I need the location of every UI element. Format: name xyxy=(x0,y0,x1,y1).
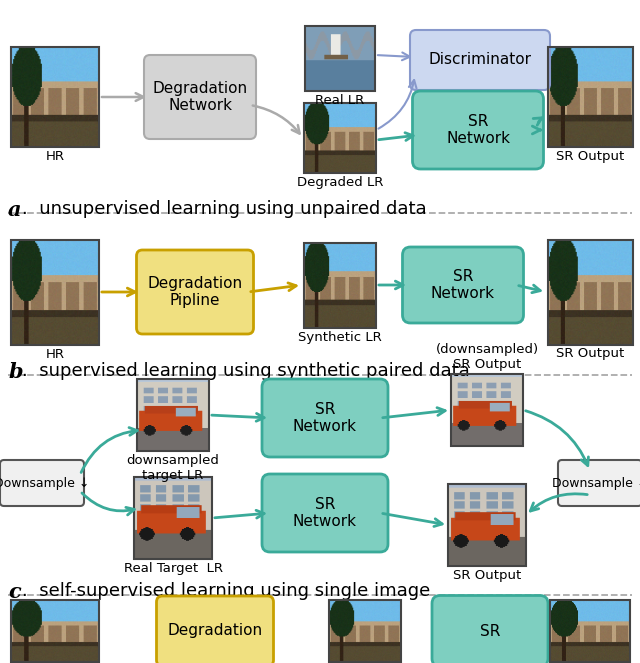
FancyArrowPatch shape xyxy=(383,513,442,526)
Bar xyxy=(304,243,376,328)
FancyBboxPatch shape xyxy=(262,379,388,457)
FancyBboxPatch shape xyxy=(157,596,273,663)
FancyBboxPatch shape xyxy=(413,91,543,169)
Text: Discriminator: Discriminator xyxy=(429,52,531,68)
Text: Degradation
Network: Degradation Network xyxy=(152,81,248,113)
Text: c: c xyxy=(8,582,20,602)
FancyArrowPatch shape xyxy=(212,414,264,421)
FancyArrowPatch shape xyxy=(102,93,143,101)
Bar xyxy=(547,47,632,147)
Text: Degradation
Pipline: Degradation Pipline xyxy=(147,276,243,308)
FancyArrowPatch shape xyxy=(379,133,413,141)
FancyArrowPatch shape xyxy=(383,408,445,418)
Text: SR Output: SR Output xyxy=(453,569,521,582)
Text: SR
Network: SR Network xyxy=(293,402,357,434)
Text: .  supervised learning using synthetic paired data: . supervised learning using synthetic pa… xyxy=(22,362,470,380)
Text: SR Output: SR Output xyxy=(556,150,624,163)
FancyArrowPatch shape xyxy=(102,288,135,296)
FancyBboxPatch shape xyxy=(403,247,524,323)
FancyArrowPatch shape xyxy=(251,283,296,292)
Text: SR
Network: SR Network xyxy=(293,497,357,529)
Bar xyxy=(304,103,376,173)
Bar xyxy=(137,379,209,451)
Text: a: a xyxy=(8,200,22,220)
Text: SR
Network: SR Network xyxy=(446,114,510,147)
FancyArrowPatch shape xyxy=(378,80,417,129)
Text: HR: HR xyxy=(45,347,65,361)
FancyArrowPatch shape xyxy=(525,411,588,465)
Bar xyxy=(329,600,401,662)
Bar xyxy=(11,239,99,345)
Text: b: b xyxy=(8,362,22,382)
FancyArrowPatch shape xyxy=(81,428,137,473)
Bar xyxy=(448,484,526,566)
FancyArrowPatch shape xyxy=(253,105,300,133)
Text: SR: SR xyxy=(480,623,500,638)
Text: .  self-supervised learning using single image: . self-supervised learning using single … xyxy=(22,582,430,600)
FancyBboxPatch shape xyxy=(410,30,550,90)
FancyBboxPatch shape xyxy=(262,474,388,552)
Bar xyxy=(305,25,375,91)
FancyBboxPatch shape xyxy=(136,250,253,334)
Bar xyxy=(547,239,632,345)
Text: Degradation: Degradation xyxy=(168,623,262,638)
Text: Real LR: Real LR xyxy=(316,93,365,107)
Bar xyxy=(11,47,99,147)
Text: SR Output: SR Output xyxy=(556,347,624,361)
FancyArrowPatch shape xyxy=(531,494,588,511)
FancyBboxPatch shape xyxy=(432,595,548,663)
FancyArrowPatch shape xyxy=(532,126,541,134)
Text: Downsample ↓: Downsample ↓ xyxy=(552,477,640,489)
FancyArrowPatch shape xyxy=(215,511,264,518)
FancyArrowPatch shape xyxy=(379,281,403,289)
FancyBboxPatch shape xyxy=(0,460,84,506)
FancyArrowPatch shape xyxy=(533,118,542,125)
Text: Synthetic LR: Synthetic LR xyxy=(298,330,382,343)
Text: (downsampled)
SR Output: (downsampled) SR Output xyxy=(435,343,539,371)
Text: .  unsupervised learning using unpaired data: . unsupervised learning using unpaired d… xyxy=(22,200,427,218)
FancyBboxPatch shape xyxy=(558,460,640,506)
FancyArrowPatch shape xyxy=(378,52,410,60)
Bar xyxy=(550,600,630,662)
FancyBboxPatch shape xyxy=(144,55,256,139)
Text: Downsample ↓: Downsample ↓ xyxy=(0,477,90,489)
Text: downsampled
target LR: downsampled target LR xyxy=(127,454,220,482)
Text: Real Target  LR: Real Target LR xyxy=(124,562,223,575)
Text: SR
Network: SR Network xyxy=(431,269,495,301)
Bar xyxy=(134,477,212,559)
FancyArrowPatch shape xyxy=(82,493,134,515)
Text: HR: HR xyxy=(45,150,65,163)
FancyArrowPatch shape xyxy=(518,285,540,292)
Bar xyxy=(451,374,523,446)
Bar xyxy=(11,600,99,662)
Text: Degraded LR: Degraded LR xyxy=(297,176,383,189)
